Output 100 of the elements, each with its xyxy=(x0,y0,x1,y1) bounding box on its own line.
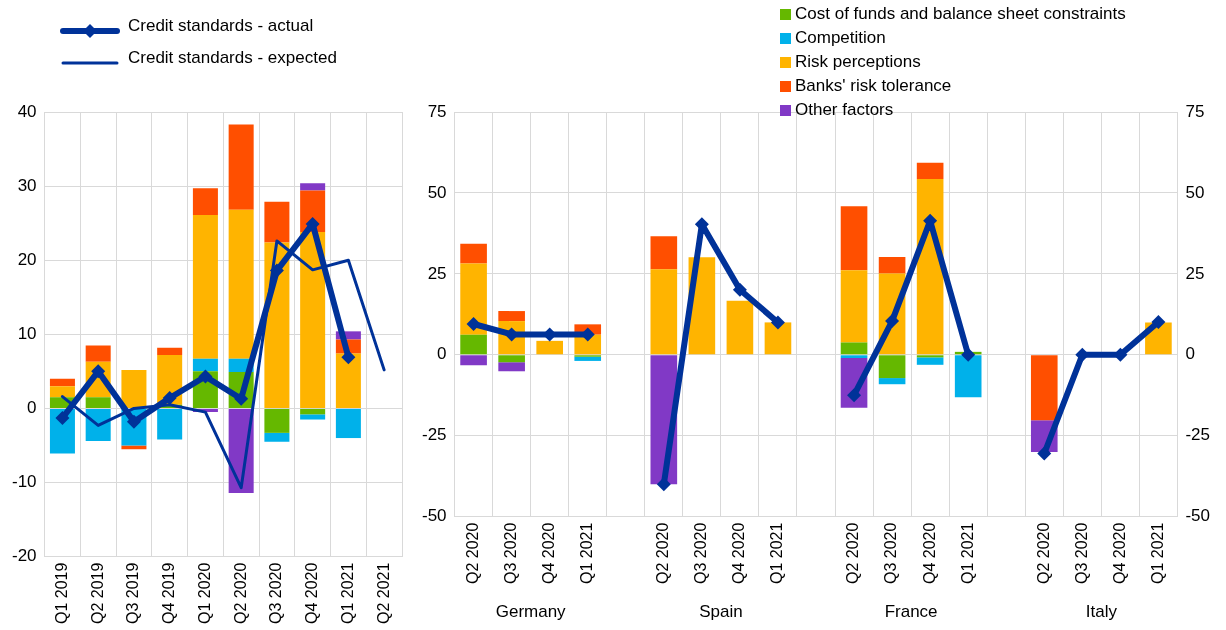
bar xyxy=(536,340,563,355)
bar xyxy=(840,342,868,355)
bar xyxy=(300,232,326,408)
point xyxy=(341,350,356,365)
point xyxy=(198,369,213,384)
x-tick-label: Q1 2021 xyxy=(768,522,786,585)
x-tick-label: Q2 2020 xyxy=(231,562,249,625)
bar xyxy=(264,201,290,243)
x-tick-label: Q2 2020 xyxy=(1034,522,1052,585)
x-tick-label: Q1 2021 xyxy=(338,562,356,625)
bar xyxy=(49,378,75,387)
y-tick-label: 75 xyxy=(427,101,447,121)
bar xyxy=(157,347,183,356)
bar xyxy=(228,209,254,359)
bar xyxy=(916,355,944,358)
x-tick-label: Q4 2020 xyxy=(730,522,748,585)
x-tick-label: Q4 2019 xyxy=(160,562,178,625)
point xyxy=(732,282,747,297)
y-tick-label: 20 xyxy=(17,249,37,269)
bar xyxy=(228,124,254,210)
bar xyxy=(764,322,792,355)
x-tick-label: Q1 2021 xyxy=(1148,522,1166,585)
y2-tick-label: -50 xyxy=(1185,506,1211,526)
bar xyxy=(574,356,602,361)
x-tick-label: Q2 2020 xyxy=(844,522,862,585)
x-tick-label: Q1 2021 xyxy=(578,522,596,585)
y-tick-label: 25 xyxy=(427,263,447,283)
bar xyxy=(878,378,906,385)
point xyxy=(162,391,177,406)
point xyxy=(91,364,106,379)
bar xyxy=(498,355,525,363)
x-tick-label: Q4 2020 xyxy=(1110,522,1128,585)
bar xyxy=(1030,355,1058,421)
bar xyxy=(840,355,868,359)
y-tick-label: 0 xyxy=(437,344,447,364)
point xyxy=(234,391,249,406)
text: Germany xyxy=(495,601,567,621)
y-tick-label: 0 xyxy=(27,398,37,418)
x-tick-label: Q3 2020 xyxy=(692,522,710,585)
x-tick-label: Q3 2020 xyxy=(1072,522,1090,585)
x-tick-label: Q3 2020 xyxy=(882,522,900,585)
y-tick-label: 40 xyxy=(17,101,37,121)
y2-tick-label: 25 xyxy=(1185,263,1205,283)
bar xyxy=(460,355,487,366)
bar xyxy=(460,334,487,355)
y-tick-label: 50 xyxy=(427,182,447,202)
x-tick-label: Q3 2020 xyxy=(502,522,520,585)
legend-label: Banks' risk tolerance xyxy=(795,75,952,97)
bar xyxy=(460,243,487,264)
x-tick-label: Q1 2021 xyxy=(958,522,976,585)
text: Spain xyxy=(699,601,743,621)
bar xyxy=(49,386,75,398)
bar xyxy=(650,236,678,270)
point xyxy=(269,263,284,278)
y2-tick-label: 0 xyxy=(1185,344,1195,364)
bar xyxy=(916,357,944,365)
bar xyxy=(954,355,982,398)
point xyxy=(466,317,481,332)
point xyxy=(847,388,862,403)
x-tick-label: Q2 2021 xyxy=(374,562,392,625)
bar xyxy=(916,162,944,180)
bar xyxy=(85,397,111,408)
y2-tick-label: 50 xyxy=(1185,182,1205,202)
x-tick-label: Q3 2019 xyxy=(124,562,142,625)
legend-label: Other factors xyxy=(795,99,894,121)
bar xyxy=(498,311,525,322)
legend-label: Risk perceptions xyxy=(795,51,921,73)
bar xyxy=(121,369,147,408)
legend-label: Credit standards - expected xyxy=(128,47,337,69)
bar xyxy=(498,362,525,372)
x-tick-label: Q2 2020 xyxy=(464,522,481,585)
point xyxy=(1037,446,1052,461)
y2-tick-label: -25 xyxy=(1185,425,1211,445)
bar xyxy=(840,206,868,271)
y-tick-label: 30 xyxy=(17,175,37,195)
y2-tick-label: 75 xyxy=(1185,101,1205,121)
bar xyxy=(157,408,183,440)
y-tick-label: -10 xyxy=(11,472,37,492)
x-tick-label: Q2 2019 xyxy=(88,562,106,625)
bar xyxy=(300,183,326,191)
legend-label: Cost of funds and balance sheet constraints xyxy=(795,3,1126,25)
y-tick-label: 10 xyxy=(17,324,37,343)
y-tick-label: -50 xyxy=(421,506,447,526)
point xyxy=(885,314,900,329)
legend-label: Competition xyxy=(795,27,886,49)
bar xyxy=(192,188,218,215)
x-tick-label: Q2 2020 xyxy=(654,522,672,585)
bar xyxy=(121,445,147,450)
legend-label: Credit standards - actual xyxy=(128,15,314,37)
bar xyxy=(300,414,326,420)
x-tick-label: Q4 2020 xyxy=(540,522,558,585)
bar xyxy=(192,215,218,359)
y-tick-label: -20 xyxy=(11,546,37,566)
bar xyxy=(335,353,361,408)
point xyxy=(770,315,785,330)
point xyxy=(1151,315,1166,330)
bar xyxy=(300,408,326,415)
bar xyxy=(85,345,111,362)
bar xyxy=(840,270,868,343)
x-tick-label: Q4 2020 xyxy=(303,562,321,625)
